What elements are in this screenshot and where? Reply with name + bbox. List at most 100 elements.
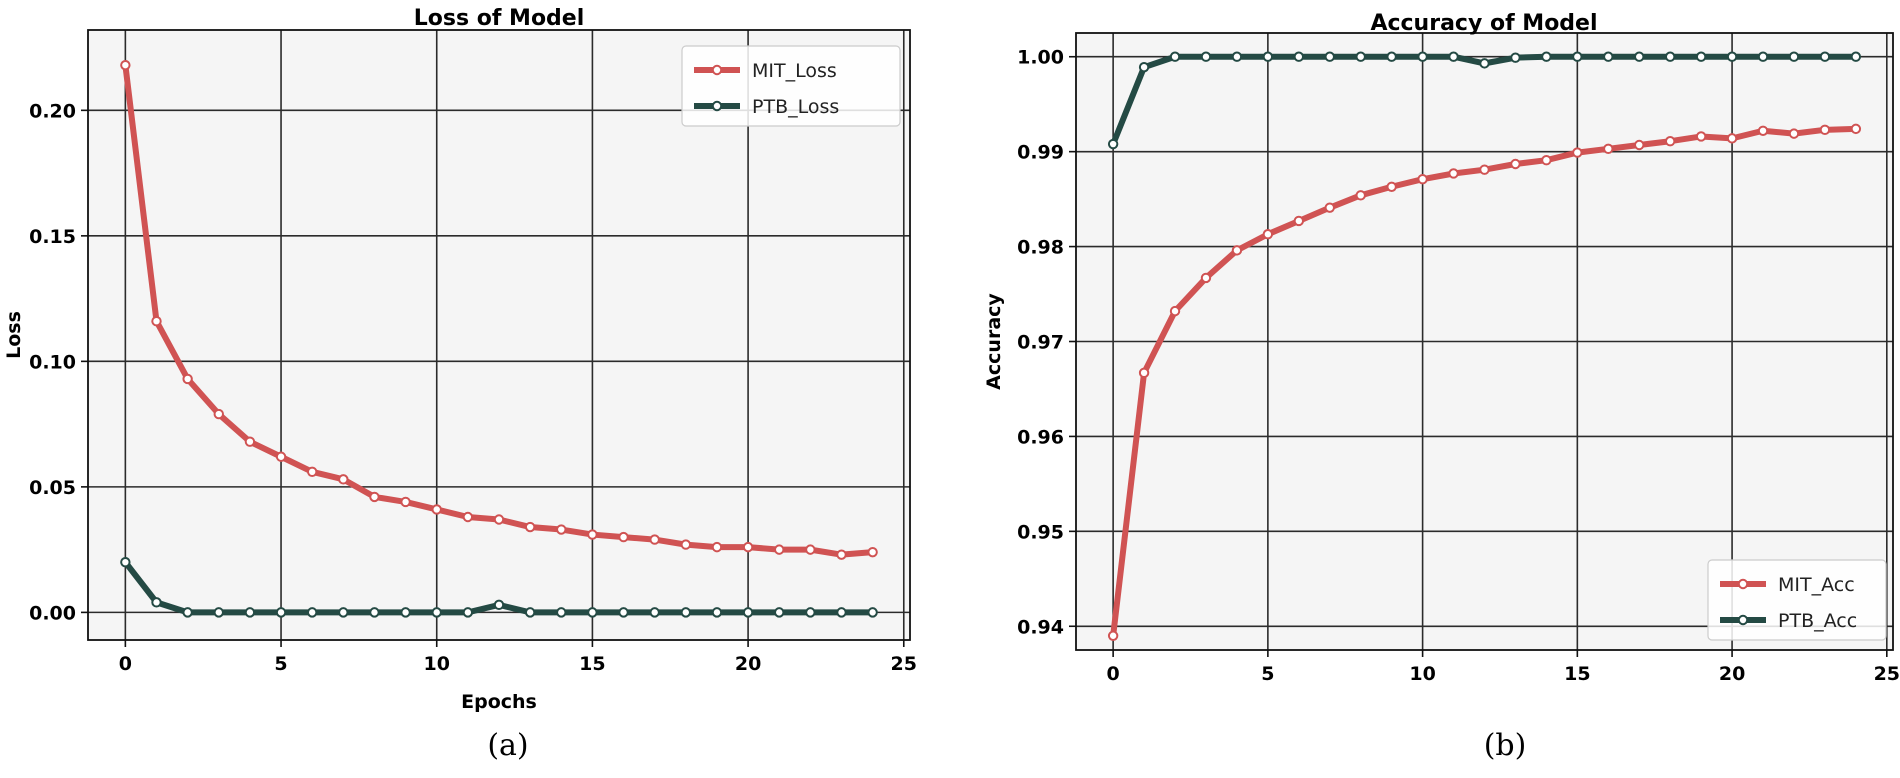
ptb-acc-point [1788,51,1800,62]
ptb-acc-point [1138,61,1150,73]
mit-acc-point [1510,158,1521,170]
mit-loss-legend-label: MIT_Loss [752,60,837,82]
ptb-acc-point [1293,51,1305,62]
mit-acc-point [1788,128,1800,139]
mit-loss-point [836,549,847,560]
mit-acc-point [1355,190,1366,201]
accuracy-xtick-label: 10 [1409,663,1435,685]
mit-loss-point [556,524,567,535]
ptb-loss-legend-marker [711,100,723,112]
mit-acc-point [1726,133,1738,144]
mit-acc-point [1664,136,1676,147]
ptb-acc-point [1695,51,1707,62]
ptb-loss-point [120,556,131,568]
ptb-acc-point [1169,51,1181,62]
mit-loss-point [400,496,411,508]
loss-ytick-label: 0.05 [29,477,76,499]
accuracy-ytick-label: 0.97 [1017,332,1064,354]
accuracy-chart: 0 5 10 15 20 25 0.94 0.95 0.96 0.97 0.98 0.99 1.00 Ac… [983,11,1900,763]
mit-acc-point [1200,272,1212,284]
loss-ytick-label: 0.10 [29,351,76,373]
ptb-acc-point [1819,51,1831,62]
ptb-acc-point [1324,51,1335,62]
loss-y-axis-label: Loss [3,311,25,359]
mit-loss-point [649,534,660,545]
mit-acc-point [1603,143,1614,155]
ptb-loss-point [462,607,474,618]
mit-acc-point [1107,630,1119,641]
loss-plot-background [88,30,910,640]
mit-acc-point [1293,215,1305,227]
mit-acc-legend-label: MIT_Acc [1778,574,1855,596]
accuracy-xtick-label: 15 [1564,663,1590,685]
mit-loss-point [742,541,754,553]
mit-loss-point [338,474,349,485]
loss-xtick-label: 15 [579,653,605,675]
accuracy-y-axis-label: Accuracy [983,293,1005,390]
ptb-acc-point [1231,51,1243,62]
ptb-acc-legend-marker [1737,614,1749,626]
ptb-acc-point [1726,51,1738,62]
mit-loss-point [462,511,474,523]
ptb-loss-point [369,607,380,618]
ptb-acc-point [1200,51,1212,62]
ptb-loss-point [618,607,629,618]
ptb-loss-point [431,607,442,618]
ptb-loss-point [306,607,318,618]
mit-acc-point [1634,139,1645,151]
mit-acc-point [1695,131,1707,142]
ptb-loss-point [805,607,816,618]
mit-loss-point [182,373,193,385]
loss-xtick-label: 5 [274,653,287,675]
loss-chart-title: Loss of Model [414,6,585,31]
ptb-loss-point [182,607,193,618]
ptb-acc-point [1479,58,1490,69]
ptb-loss-point [774,607,785,618]
mit-acc-point [1231,245,1243,256]
loss-caption: (a) [487,728,528,763]
ptb-loss-point [151,597,162,608]
ptb-acc-point [1386,51,1397,62]
mit-loss-point [369,491,380,503]
ptb-loss-point [649,607,660,618]
ptb-acc-point [1107,138,1119,150]
mit-acc-point [1138,367,1150,379]
ptb-acc-point [1757,51,1769,62]
ptb-loss-point [400,607,411,618]
mit-acc-point [1262,229,1274,240]
ptb-loss-point [493,599,505,611]
ptb-loss-point [867,607,878,618]
accuracy-caption: (b) [1484,728,1527,763]
ptb-loss-point [680,607,692,618]
loss-chart: 0 5 10 15 20 25 0.00 0.05 0.10 0.15 0.20 Loss of Mo… [3,6,917,763]
mit-loss-point [213,408,224,420]
mit-loss-point [711,541,723,553]
mit-acc-point [1757,125,1769,136]
ptb-loss-point [556,607,567,618]
accuracy-ytick-label: 0.98 [1017,237,1064,259]
ptb-loss-point [244,607,256,618]
mit-loss-point [774,544,785,555]
accuracy-xtick-label: 25 [1874,663,1900,685]
loss-axes-frame [87,29,911,641]
accuracy-xtick-label: 0 [1107,663,1120,685]
mit-acc-point [1324,202,1335,213]
mit-acc-point [1819,124,1831,136]
ptb-acc-point [1355,51,1366,62]
mit-acc-point [1448,168,1459,179]
mit-loss-point [587,529,598,540]
ptb-acc-point [1572,51,1583,62]
ptb-acc-point [1448,51,1459,62]
ptb-loss-point [524,607,536,618]
loss-xtick-label: 0 [119,653,132,675]
accuracy-chart-title: Accuracy of Model [1370,11,1597,36]
ptb-acc-point [1541,51,1552,62]
ptb-acc-point [1664,51,1676,62]
ptb-loss-point [587,607,598,618]
loss-x-axis-label: Epochs [461,691,537,713]
loss-ytick-label: 0.15 [29,226,76,248]
mit-loss-point [805,544,816,555]
mit-loss-point [120,59,131,71]
loss-xtick-label: 20 [735,653,761,675]
